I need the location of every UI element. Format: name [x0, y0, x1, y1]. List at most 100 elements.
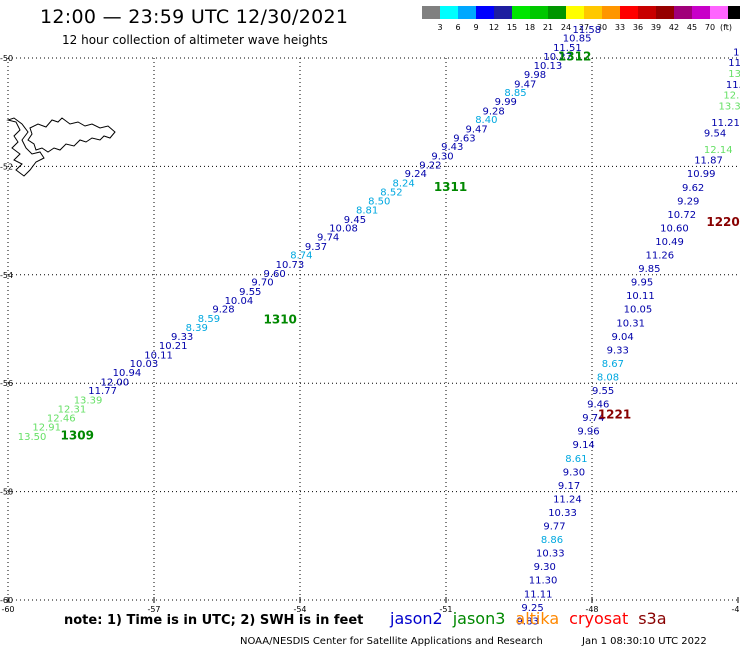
track-number-label: 1309 [61, 429, 94, 443]
legend-label: 3 [437, 23, 443, 32]
wave-height-value: 10.31 [616, 318, 645, 329]
wave-height-value: 11.51 [553, 43, 582, 54]
wave-height-value: 9.70 [251, 278, 273, 289]
wave-height-value: 8.86 [541, 535, 563, 546]
wave-height-value: 9.74 [582, 413, 604, 424]
wave-height-value: 9.98 [524, 70, 546, 81]
legend-label: 27 [578, 23, 590, 32]
wave-height-value: 9.25 [521, 603, 543, 614]
wave-height-value: 11.77 [88, 386, 117, 397]
wave-height-value: 10.05 [624, 305, 653, 316]
lat-tick-label: -58 [0, 488, 13, 497]
legend-swatch [674, 6, 692, 19]
wave-height-value: 10.33 [536, 549, 565, 560]
wave-height-value: 10.33 [548, 508, 577, 519]
wave-height-value: 9.28 [212, 305, 234, 316]
wave-height-value: 9.85 [638, 264, 660, 275]
wave-height-value: 9.22 [419, 161, 441, 172]
legend-label: 45 [686, 23, 698, 32]
satellite-legend-jason3: jason3 [452, 609, 506, 628]
wave-height-value: 8.52 [380, 188, 402, 199]
wave-height-value: 11.24 [553, 494, 582, 505]
lon-tick-label: -48 [585, 605, 598, 614]
wave-height-value: 8.61 [565, 454, 587, 465]
legend-swatch [476, 6, 494, 19]
observation-values: 13.5012.9112.4612.3113.3911.7712.0010.94… [18, 25, 740, 627]
wave-height-value: 9.24 [405, 169, 427, 180]
wave-height-value: 12.31 [58, 404, 87, 415]
legend-label: 6 [455, 23, 461, 32]
falkland-islands-coastline [6, 117, 116, 177]
legend-swatch [620, 6, 638, 19]
lon-tick-label: -51 [439, 605, 452, 614]
wave-height-value: 13.34 [719, 101, 740, 112]
wave-height-value: 10.11 [626, 291, 655, 302]
wave-height-value: 9.45 [344, 215, 366, 226]
legend-label: 33 [614, 23, 626, 32]
wave-height-value: 9.37 [305, 242, 327, 253]
wave-height-value: 9.62 [682, 183, 704, 194]
wave-height-value: 9.83 [517, 616, 539, 627]
wave-height-value: 10.04 [225, 296, 254, 307]
wave-height-value: 9.54 [704, 129, 726, 140]
track-number-label: 1311 [434, 180, 467, 194]
legend-label: 21 [542, 23, 554, 32]
legend-swatch [548, 6, 566, 19]
legend-label: 42 [668, 23, 680, 32]
wave-height-value: 13.1 [728, 69, 740, 80]
wave-height-value: 10.73 [276, 260, 305, 271]
wave-height-value: 9.29 [677, 196, 699, 207]
wave-height-value: 13.39 [74, 395, 103, 406]
legend-swatch [584, 6, 602, 19]
wave-height-value: 12.91 [32, 422, 61, 433]
legend-label: 36 [632, 23, 644, 32]
wave-height-value: 9.33 [171, 332, 193, 343]
wave-height-value: 9.30 [563, 467, 585, 478]
wave-height-value: 9.74 [317, 233, 339, 244]
legend-label: 70 [704, 23, 716, 32]
wave-height-value: 9.96 [577, 427, 599, 438]
legend-swatch [440, 6, 458, 19]
lon-tick-label: -57 [147, 605, 160, 614]
wave-height-value: 10.08 [329, 223, 358, 234]
legend-swatch [422, 6, 440, 19]
legend-label: 30 [596, 23, 608, 32]
lat-tick-label: -50 [0, 54, 13, 63]
wave-height-value: 10.03 [130, 359, 159, 370]
wave-height-value: 10.11 [144, 350, 173, 361]
wave-height-value: 10.13 [534, 61, 563, 72]
graticule [7, 57, 738, 601]
legend-swatch [566, 6, 584, 19]
wave-height-value: 8.67 [602, 359, 624, 370]
wave-height-value: 10.27 [543, 52, 572, 63]
wave-height-value: 12.20 [723, 91, 740, 102]
wave-height-value: 9.47 [465, 124, 487, 135]
track-number-label: 1312 [558, 50, 591, 64]
wave-height-value: 12.46 [47, 414, 76, 425]
track-number-label: 1221 [598, 407, 631, 421]
legend-label: 24 [560, 23, 572, 32]
wave-height-value: 9.30 [534, 562, 556, 573]
wave-height-value: 9.30 [431, 151, 453, 162]
wave-height-value: 8.59 [198, 314, 220, 325]
wave-height-value: 10.60 [660, 223, 689, 234]
wave-height-value: 9.55 [239, 287, 261, 298]
wave-height-value: 12.14 [704, 145, 733, 156]
legend-swatch [602, 6, 620, 19]
wave-height-value: 11.26 [646, 251, 675, 262]
satellite-legend: jason2 jason3 altika cryosat s3a [390, 609, 677, 628]
footer-note: note: 1) Time is in UTC; 2) SWH is in fe… [64, 613, 364, 628]
wave-height-value: 9.95 [631, 278, 653, 289]
wave-height-value: 9.14 [573, 440, 595, 451]
wave-height-value: 9.77 [543, 522, 565, 533]
wave-height-value: 11.18 [726, 80, 740, 91]
wave-height-value: 9.43 [441, 142, 463, 153]
legend-swatch [656, 6, 674, 19]
lon-tick-label: -60 [1, 605, 14, 614]
wave-height-value: 10.99 [687, 169, 716, 180]
footer-organization: NOAA/NESDIS Center for Satellite Applica… [240, 636, 543, 647]
legend-label: 18 [524, 23, 536, 32]
legend-label: 39 [650, 23, 662, 32]
legend-label: 15 [506, 23, 518, 32]
